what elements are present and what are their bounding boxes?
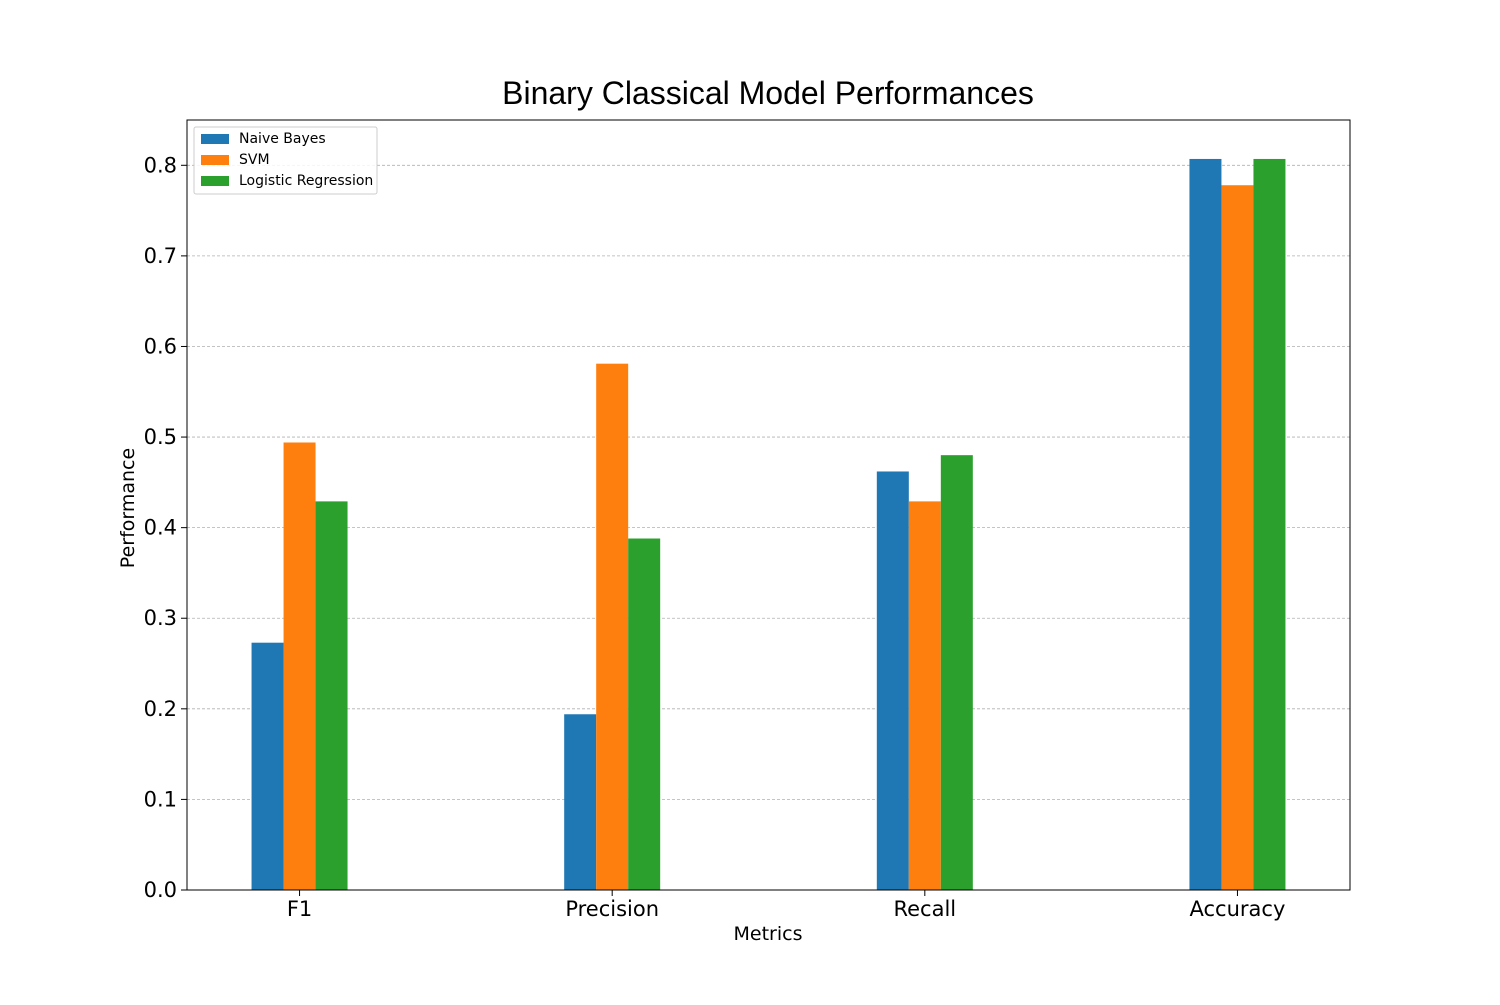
bar-logistic-regression-recall [940, 455, 973, 890]
chart-title: Binary Classical Model Performances [502, 75, 1034, 111]
y-tick-label: 0.7 [144, 244, 177, 268]
bar-naive-bayes-recall [876, 471, 909, 890]
y-tick-label: 0.2 [144, 697, 177, 721]
bar-logistic-regression-f1 [315, 501, 348, 890]
legend-swatch [201, 176, 229, 186]
x-tick-label: Accuracy [1190, 897, 1286, 921]
plot-area-frame [186, 119, 1351, 891]
bar-svm-f1 [283, 442, 316, 890]
legend: Naive Bayes SVM Logistic Regression [193, 126, 378, 195]
bar-naive-bayes-f1 [251, 642, 284, 890]
legend-entry: Logistic Regression [239, 173, 373, 189]
x-tick-label: Precision [565, 897, 659, 921]
legend-entry: Naive Bayes [239, 131, 326, 147]
x-tick-label: F1 [287, 897, 312, 921]
y-tick-label: 0.1 [144, 787, 177, 811]
grid-lines [187, 164, 1350, 800]
y-tick-label: 0.5 [144, 425, 177, 449]
bar-logistic-regression-precision [628, 538, 661, 890]
legend-swatch [201, 134, 229, 144]
x-axis-ticks: F1 Precision Recall Accuracy [287, 890, 1286, 921]
legend-swatch [201, 155, 229, 165]
bar-svm-accuracy [1221, 185, 1254, 891]
bar-naive-bayes-precision [564, 714, 597, 890]
y-tick-label: 0.6 [144, 334, 177, 358]
y-tick-label: 0.8 [144, 153, 177, 177]
y-tick-label: 0.4 [144, 516, 177, 540]
y-axis-label: Performance [117, 448, 139, 568]
bar-svm-recall [908, 501, 941, 890]
bar-naive-bayes-accuracy [1189, 158, 1222, 890]
legend-entry: SVM [239, 152, 270, 168]
bars [251, 158, 1286, 891]
x-axis-label: Metrics [734, 923, 803, 945]
y-tick-label: 0.3 [144, 606, 177, 630]
bar-svm-precision [596, 363, 629, 890]
x-tick-label: Recall [893, 897, 956, 921]
y-tick-label: 0.0 [144, 878, 177, 902]
bar-logistic-regression-accuracy [1253, 158, 1286, 890]
y-axis-ticks: 0.0 0.1 0.2 0.3 0.4 0.5 0.6 0.7 0.8 [144, 153, 187, 902]
legend-box [193, 126, 378, 195]
